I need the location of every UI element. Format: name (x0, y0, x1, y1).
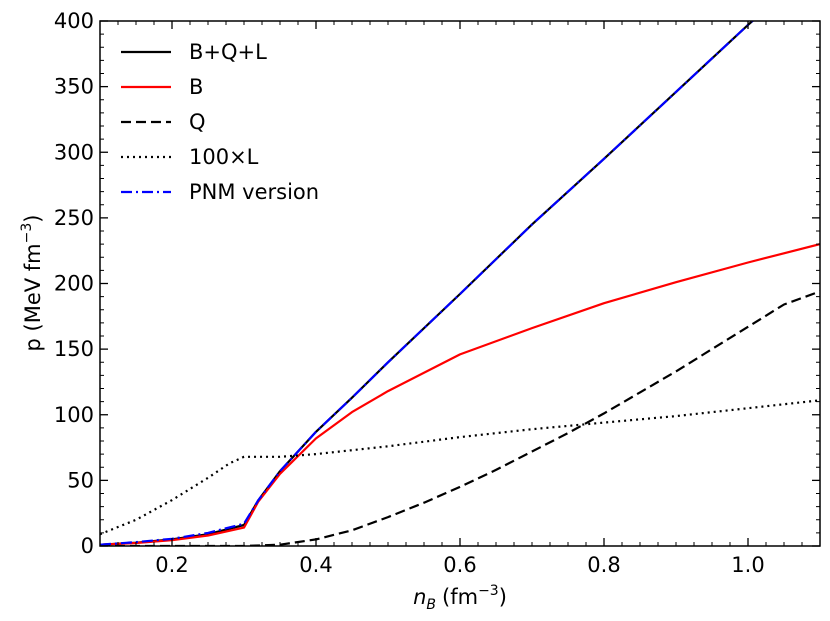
x-tick-label: 0.4 (299, 553, 332, 577)
tick-labels: 0.2 0.4 0.6 0.8 1.0 0 50 100 150 200 250 300 350 400 (54, 9, 765, 577)
y-tick-label: 300 (54, 140, 94, 164)
x-tick-label: 1.0 (731, 553, 764, 577)
y-tick-label: 50 (67, 468, 94, 492)
y-tick-label: 0 (81, 534, 94, 558)
plot-frame (99, 20, 821, 547)
series-line-pnm-version (100, 21, 755, 546)
x-tick-label: 0.6 (443, 553, 476, 577)
y-tick-label: 150 (54, 337, 94, 361)
series-line-b (100, 243, 820, 546)
x-axis-label: nB (fm−3) (413, 583, 507, 613)
legend-label-q: Q (189, 110, 206, 134)
series-line-q (100, 290, 820, 546)
series-line-100-l (100, 399, 820, 536)
legend-label-b: B (189, 75, 203, 99)
y-tick-label: 100 (54, 403, 94, 427)
x-tick-label: 0.8 (587, 553, 620, 577)
ticks-layer (99, 20, 821, 547)
y-tick-label: 400 (54, 9, 94, 33)
y-tick-label: 250 (54, 206, 94, 230)
legend-label-pnm-version: PNM version (189, 180, 319, 204)
series-layer (100, 21, 820, 546)
y-tick-label: 200 (54, 272, 94, 296)
legend-label-100-l: 100×L (189, 145, 259, 169)
y-axis-label: p (MeV fm−3) (19, 215, 45, 352)
x-tick-label: 0.2 (155, 553, 188, 577)
legend: B+Q+L BQ 100×L PNM version (121, 40, 319, 204)
legend-label-b-q-l: B+Q+L (189, 40, 267, 64)
y-tick-label: 350 (54, 75, 94, 99)
